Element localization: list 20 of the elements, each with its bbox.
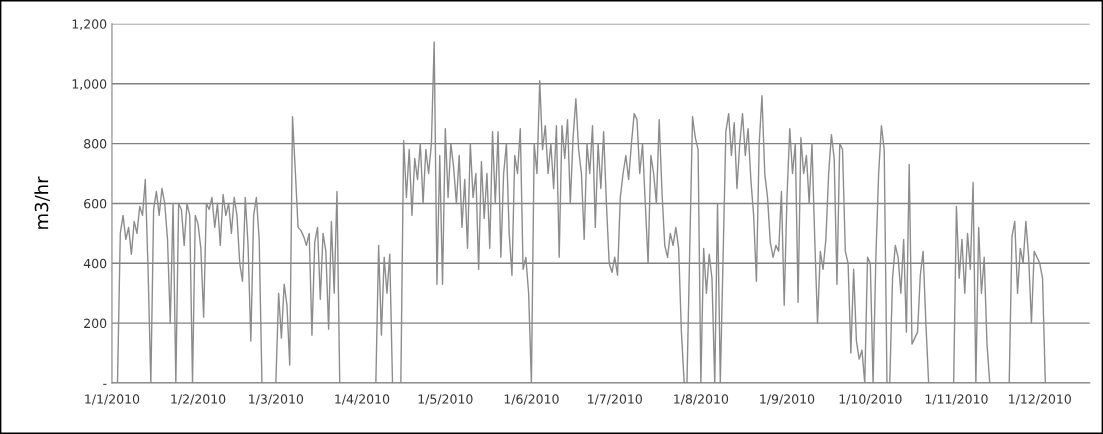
x-tick-label: 1/10/2010 [839, 394, 902, 405]
y-tick-label: 1,000 [72, 79, 107, 90]
x-tick-label: 1/8/2010 [674, 394, 729, 405]
x-tick-label: 1/4/2010 [335, 394, 390, 405]
x-tick-label: 1/6/2010 [504, 394, 559, 405]
y-tick-label: 200 [84, 318, 107, 329]
x-tick-label: 1/5/2010 [418, 394, 473, 405]
y-axis-title: m3/hr [34, 176, 50, 229]
y-tick-label: 600 [84, 198, 107, 209]
x-tick-label: 1/1/2010 [85, 394, 140, 405]
x-tick-label: 1/9/2010 [760, 394, 815, 405]
x-tick-label: 1/12/2010 [1009, 394, 1071, 405]
y-tick-label: - [103, 383, 107, 385]
x-tick-label: 1/2/2010 [171, 394, 226, 405]
x-tick-label: 1/7/2010 [588, 394, 642, 405]
x-tick-label: 1/3/2010 [249, 394, 304, 405]
x-tick-label: 1/11/2010 [925, 394, 988, 405]
y-tick-label: 800 [84, 139, 107, 149]
y-tick-label: 400 [83, 258, 107, 269]
y-tick-label: 1,200 [72, 19, 107, 31]
